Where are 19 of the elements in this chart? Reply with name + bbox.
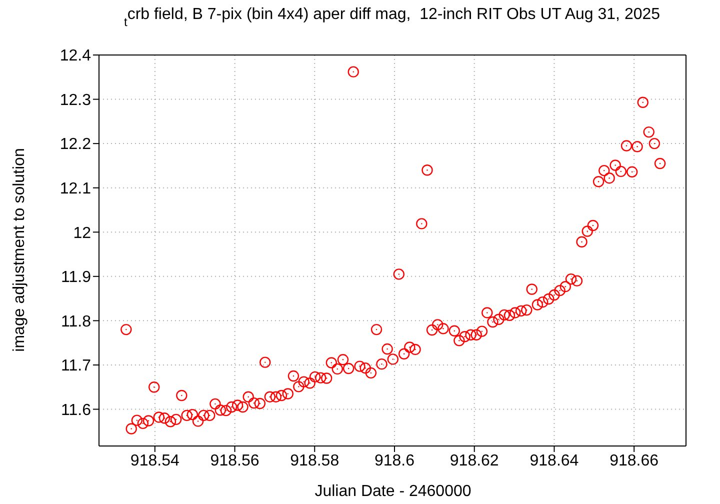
y-tick-label: 12.3 [60, 92, 92, 109]
x-tick-label: 918.66 [610, 452, 659, 470]
x-tick-label: 918.64 [530, 452, 579, 470]
y-tick-label: 12 [73, 224, 92, 242]
x-axis-title: Julian Date - 2460000 [314, 483, 472, 500]
x-tick-label: 918.6 [374, 452, 415, 470]
x-tick-label: 918.58 [290, 452, 340, 470]
y-tick-label: 12.1 [60, 180, 92, 198]
y-tick-label: 12.4 [60, 48, 92, 65]
x-tick-label: 918.56 [210, 452, 260, 470]
chart-title: $_{t}$crb field, B 7-pix (bin 4x4) aper diff mag, 12-inch RIT Obs UT Aug 31, 2025 [124, 6, 660, 29]
y-tick-label: 11.7 [61, 358, 92, 375]
x-tick-label: 918.54 [130, 452, 180, 470]
y-tick-label: 11.8 [61, 313, 92, 330]
y-tick-label: 11.9 [61, 269, 92, 286]
y-axis-title: image adjustment to solution [11, 148, 28, 352]
y-tick-label: 12.2 [60, 136, 92, 154]
x-tick-label: 918.62 [450, 452, 499, 470]
y-tick-label: 11.6 [61, 402, 92, 419]
